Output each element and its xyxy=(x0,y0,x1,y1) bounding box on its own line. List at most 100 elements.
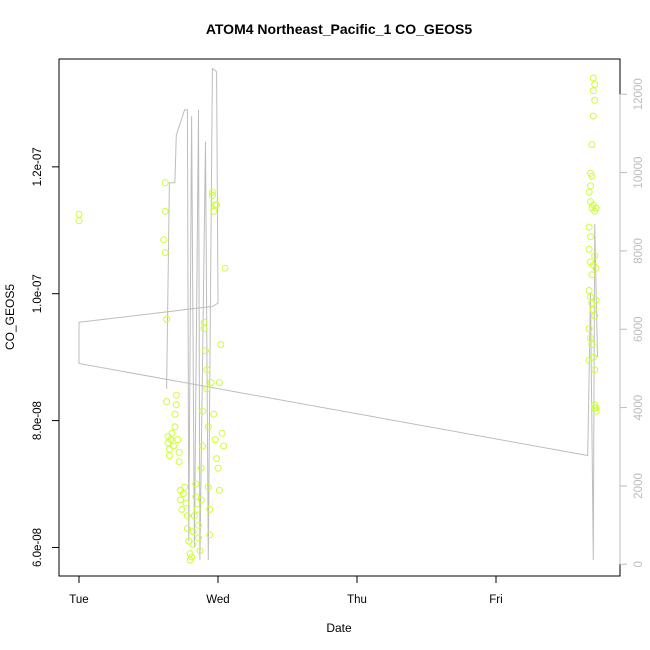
scatter-point xyxy=(160,236,168,244)
y-right-tick-label: 8000 xyxy=(633,238,645,264)
scatter-point xyxy=(592,404,600,412)
scatter-point xyxy=(210,207,218,215)
scatter-point xyxy=(195,534,202,542)
scatter-point xyxy=(202,347,209,355)
scatter-point xyxy=(182,499,190,507)
x-tick-label: Thu xyxy=(347,594,367,606)
scatter-point xyxy=(197,464,205,472)
scatter-point xyxy=(199,442,207,450)
scatter-point xyxy=(165,445,173,453)
scatter-point xyxy=(214,464,222,472)
scatter-point xyxy=(213,201,221,209)
scatter-point xyxy=(206,531,214,539)
scatter-point xyxy=(218,429,226,437)
scatter-point xyxy=(161,179,169,187)
scatter-point xyxy=(203,366,211,374)
series-line-segment xyxy=(78,67,219,561)
scatter-point xyxy=(175,458,183,466)
scatter-point xyxy=(588,172,596,180)
y-left-tick-label: 8.0e-08 xyxy=(32,401,44,440)
scatter-point xyxy=(163,315,171,323)
scatter-point xyxy=(161,249,169,256)
scatter-point xyxy=(585,188,593,196)
scatter-point xyxy=(192,480,200,488)
scatter-point xyxy=(179,490,187,497)
scatter-point xyxy=(220,442,228,450)
plot-frame xyxy=(58,58,621,577)
x-tick-label: Fri xyxy=(489,594,502,606)
scatter-point xyxy=(221,264,229,272)
scatter-point xyxy=(167,436,175,444)
scatter-point xyxy=(171,423,179,431)
y-left-tick-label: 6.0e-08 xyxy=(32,528,44,567)
scatter-point xyxy=(188,553,196,561)
scatter-point xyxy=(592,407,600,415)
scatter-point xyxy=(190,512,198,520)
series-line xyxy=(78,223,598,561)
scatter-point xyxy=(211,436,219,444)
scatter-point xyxy=(193,505,201,513)
scatter-point xyxy=(174,436,182,444)
y-right-tick-label: 10000 xyxy=(633,157,645,189)
y-right-tick-label: 4000 xyxy=(633,395,645,421)
x-tick-label: Wed xyxy=(206,594,229,606)
scatter-point xyxy=(200,325,208,333)
scatter-point xyxy=(592,264,600,272)
scatter-point xyxy=(585,325,593,333)
scatter-point xyxy=(592,204,600,212)
scatter-point xyxy=(207,379,215,386)
scatter-point xyxy=(210,410,218,418)
scatter-point xyxy=(591,366,599,374)
scatter-point xyxy=(178,505,186,513)
scatter-point xyxy=(589,306,597,314)
scatter-point xyxy=(585,223,593,231)
scatter-point xyxy=(189,528,197,536)
scatter-point xyxy=(203,385,211,393)
scatter-point xyxy=(592,296,600,304)
y-axis-label: CO_GEOS5 xyxy=(3,284,17,350)
scatter-point xyxy=(213,455,221,463)
x-axis-label: Date xyxy=(326,621,352,635)
x-axis: Tue Wed Thu Fri xyxy=(69,575,503,606)
scatter-point xyxy=(588,341,596,348)
scatter-point xyxy=(215,486,223,494)
scatter-point xyxy=(189,540,197,548)
scatter-point xyxy=(587,334,594,342)
scatter-point xyxy=(177,496,184,504)
scatter-point xyxy=(170,442,177,450)
scatter-point xyxy=(172,391,180,399)
scatter-point xyxy=(585,287,593,294)
scatter-point xyxy=(200,318,208,326)
scatter-point xyxy=(75,210,83,218)
scatter-point xyxy=(196,547,204,555)
scatter-point xyxy=(168,429,176,437)
series-line-layer xyxy=(78,67,598,561)
scatter-point xyxy=(181,483,189,491)
scatter-point xyxy=(585,356,593,364)
y-left-tick-label: 1.0e-07 xyxy=(32,274,44,313)
scatter-point xyxy=(591,312,599,320)
scatter-point xyxy=(172,401,180,409)
y-right-tick-label: 0 xyxy=(633,561,645,567)
y-right-tick-label: 12000 xyxy=(633,78,645,110)
series-scatter-layer xyxy=(75,74,600,564)
scatter-point xyxy=(171,410,179,418)
scatter-point xyxy=(215,379,223,386)
scatter-point xyxy=(183,524,191,532)
y-axis-left: 6.0e-08 8.0e-08 1.0e-07 1.2e-07 xyxy=(32,147,60,567)
scatter-point xyxy=(163,398,171,406)
scatter-point xyxy=(591,96,599,104)
scatter-point xyxy=(206,505,214,513)
scatter-point xyxy=(588,141,596,149)
scatter-point xyxy=(204,423,212,431)
chart-title: ATOM4 Northeast_Pacific_1 CO_GEOS5 xyxy=(206,21,473,37)
scatter-point xyxy=(587,293,594,301)
scatter-point xyxy=(161,207,169,215)
scatter-point xyxy=(199,407,207,415)
scatter-point xyxy=(195,521,202,529)
scatter-point xyxy=(589,74,597,82)
y-right-tick-label: 2000 xyxy=(633,473,645,499)
scatter-point xyxy=(208,188,216,196)
scatter-point xyxy=(591,401,599,409)
